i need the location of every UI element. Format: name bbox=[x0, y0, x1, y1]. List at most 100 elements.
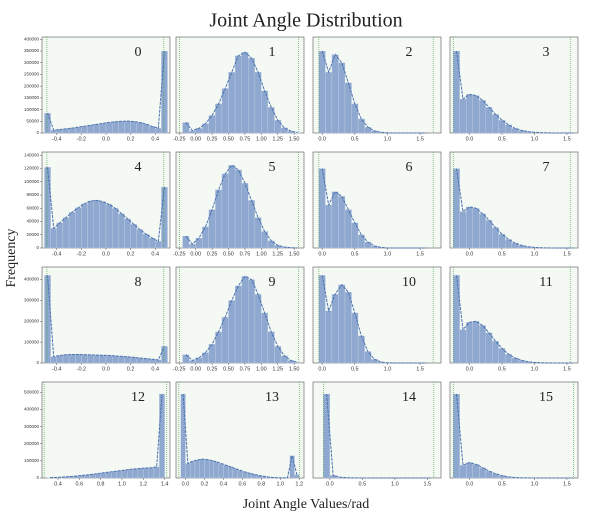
histogram-bar bbox=[87, 200, 94, 249]
x-tick-label: 1.4 bbox=[161, 481, 169, 487]
x-tick-label: 0.2 bbox=[127, 251, 135, 257]
histogram-bar bbox=[93, 354, 100, 364]
x-tick-label: 0.4 bbox=[54, 481, 62, 487]
x-tick-label: 1.5 bbox=[416, 366, 424, 372]
histogram-panel: 0.0 0.5 1.0 1.5 7 bbox=[449, 151, 579, 257]
x-tick-label: 0.2 bbox=[127, 136, 135, 142]
histogram-bar bbox=[105, 204, 113, 249]
x-tick-label: 0.25 bbox=[207, 366, 218, 372]
histogram-bar bbox=[124, 356, 131, 364]
x-tick-label: 0.0 bbox=[466, 366, 474, 372]
panel-title: 1 bbox=[269, 45, 276, 60]
histogram-bar bbox=[466, 322, 473, 364]
x-tick-label: 0.5 bbox=[498, 136, 506, 142]
x-tick-label: 0.6 bbox=[239, 481, 247, 487]
density-line bbox=[49, 393, 163, 479]
histogram-bar bbox=[130, 224, 137, 249]
density-line bbox=[47, 51, 165, 131]
x-tick-label: 1.0 bbox=[391, 481, 399, 487]
y-tick-label: 200000 bbox=[24, 318, 40, 323]
histogram-bar bbox=[466, 462, 473, 479]
histogram-bar bbox=[453, 50, 460, 134]
histogram-bar bbox=[228, 71, 236, 134]
histogram-bar bbox=[234, 55, 242, 134]
histogram-bar bbox=[182, 122, 190, 134]
y-tick-label: 300000 bbox=[24, 424, 40, 429]
histogram-bar bbox=[479, 467, 486, 479]
histogram-bar bbox=[234, 169, 242, 249]
density-line bbox=[47, 275, 165, 361]
histogram-bar bbox=[223, 464, 229, 479]
density-line bbox=[321, 50, 427, 134]
histogram-panel: 0.0 0.5 1.0 1.5 10 bbox=[312, 266, 442, 372]
histogram-bar bbox=[228, 165, 236, 249]
histogram-panel: 0.0 0.2 0.4 0.6 0.8 1.0 1.2 13 bbox=[175, 381, 305, 487]
histogram-bar bbox=[136, 229, 144, 249]
panel-title: 0 bbox=[135, 45, 142, 60]
y-tick-label: 100000 bbox=[24, 339, 40, 344]
x-tick-label: 0.75 bbox=[240, 366, 251, 372]
x-tick-label: 1.5 bbox=[563, 136, 571, 142]
x-tick-label: 0.4 bbox=[220, 481, 228, 487]
histogram-bar bbox=[274, 119, 282, 134]
density-line bbox=[185, 164, 298, 249]
histogram-bar bbox=[137, 468, 144, 479]
histogram-bar bbox=[50, 356, 57, 364]
x-tick-label: 0.8 bbox=[97, 481, 105, 487]
histogram-bar bbox=[466, 206, 473, 249]
histogram-bar bbox=[241, 276, 249, 364]
density-line bbox=[182, 393, 298, 479]
histogram-bar bbox=[105, 472, 112, 479]
x-tick-label: -0.25 bbox=[173, 136, 186, 142]
x-tick-label: 1.0 bbox=[384, 136, 392, 142]
x-tick-label: 0.75 bbox=[240, 136, 251, 142]
histogram-bar bbox=[143, 467, 149, 479]
x-tick-label: 1.50 bbox=[289, 251, 300, 257]
histogram-bar bbox=[161, 50, 168, 134]
histogram-bar bbox=[112, 355, 119, 364]
histogram-bar bbox=[155, 241, 162, 249]
density-line bbox=[47, 167, 165, 243]
histogram-bar bbox=[81, 354, 88, 364]
histogram-bar bbox=[492, 114, 499, 134]
x-tick-label: 0.5 bbox=[498, 251, 506, 257]
histogram-bar bbox=[453, 393, 460, 479]
histogram-bar bbox=[232, 468, 238, 479]
x-tick-label: 1.0 bbox=[384, 366, 392, 372]
histogram-bar bbox=[492, 340, 499, 364]
panel-title: 3 bbox=[543, 45, 550, 60]
histogram-bar bbox=[112, 121, 119, 134]
histogram-bar bbox=[204, 459, 210, 479]
y-tick-label: 80000 bbox=[26, 192, 39, 197]
histogram-bar bbox=[136, 357, 144, 364]
histogram-bar bbox=[221, 88, 229, 134]
histogram-bar bbox=[44, 275, 51, 364]
x-tick-label: 0.0 bbox=[466, 136, 474, 142]
y-tick-label: 100000 bbox=[24, 458, 40, 463]
x-tick-label: 0.50 bbox=[223, 251, 234, 257]
y-tick-label: 100000 bbox=[24, 107, 40, 112]
histogram-bar bbox=[364, 126, 372, 134]
histogram-bar bbox=[161, 186, 168, 249]
x-tick-label: 1.25 bbox=[272, 136, 283, 142]
y-tick-label: 120000 bbox=[24, 166, 40, 171]
x-tick-label: -0.4 bbox=[52, 136, 61, 142]
histogram-bar bbox=[479, 213, 486, 249]
x-tick-label: 0.00 bbox=[190, 366, 201, 372]
histogram-bar bbox=[130, 121, 137, 134]
histogram-bar bbox=[118, 213, 125, 249]
histogram-bar bbox=[182, 354, 190, 364]
x-tick-label: -0.2 bbox=[77, 251, 86, 257]
x-tick-label: 1.0 bbox=[276, 481, 284, 487]
histogram-bar bbox=[492, 227, 499, 249]
x-tick-label: 1.0 bbox=[531, 481, 539, 487]
plot-area bbox=[312, 381, 442, 479]
y-tick-label: 350000 bbox=[24, 48, 40, 53]
x-tick-label: -0.2 bbox=[77, 366, 86, 372]
y-tick-label: 200000 bbox=[24, 441, 40, 446]
histogram-panel: -0.4 -0.2 0.0 0.2 0.4 0 100000 200000 300000 4000… bbox=[24, 266, 171, 372]
histogram-panel: -0.4 -0.2 0.0 0.2 0.4 0 20000 40000 60000 80000 10… bbox=[24, 151, 171, 257]
y-tick-label: 500000 bbox=[24, 389, 40, 394]
histogram-bar bbox=[294, 474, 300, 479]
histogram-bar bbox=[221, 316, 229, 364]
